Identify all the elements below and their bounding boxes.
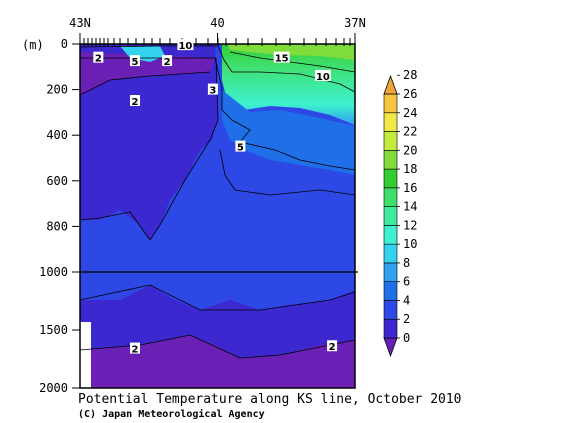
chart-credit: (C) Japan Meteorological Agency <box>78 408 265 420</box>
contour-label-bg <box>235 140 246 152</box>
colorbar-tick-label: 20 <box>403 143 417 157</box>
colorbar-tick-label: 18 <box>403 162 417 176</box>
contour-label: 10 <box>178 41 192 52</box>
x-tick-label: 37N <box>344 16 366 30</box>
field-0to2-north-top <box>80 52 215 95</box>
colorbar-tick-label: 22 <box>403 125 417 139</box>
colorbar-tick-label: 24 <box>403 106 417 120</box>
colorbar-min-triangle <box>383 337 398 358</box>
colorbar-band <box>383 206 398 226</box>
colorbar-band <box>383 93 398 114</box>
contour-label-bg <box>177 39 194 51</box>
colorbar-tick-label: 28 <box>403 68 417 82</box>
field-0to2-deep <box>80 335 355 388</box>
colorbar-max-triangle <box>383 74 398 95</box>
x-tick-label: 43N <box>69 16 91 30</box>
contour-5 <box>80 57 355 171</box>
contour-label-bg <box>93 51 104 63</box>
colorbar-tick-label: 4 <box>403 293 410 307</box>
colorbar-tick-label: 6 <box>403 275 410 289</box>
field-upper-south-6to8 <box>222 90 355 175</box>
contour-3-deep <box>80 284 355 311</box>
colorbar-band <box>383 150 398 170</box>
contour-label-bg <box>314 69 331 81</box>
contour-label: 2 <box>164 57 171 68</box>
colorbar-band <box>383 225 398 245</box>
contour-label: 2 <box>132 345 139 356</box>
colorbar-tick-label: 2 <box>403 312 410 326</box>
colorbar-tick-label: 12 <box>403 218 417 232</box>
contour-3 <box>80 57 219 241</box>
colorbar-band <box>383 168 398 189</box>
y-tick-label: 1500 <box>39 323 68 337</box>
contour-label: 10 <box>316 72 330 83</box>
y-axis-ticks: 0 200 400 600 800 1000 1500 2000 <box>39 37 80 395</box>
colorbar-tick-label: 14 <box>403 200 417 214</box>
colorbar-band <box>383 300 398 320</box>
chart-title: Potential Temperature along KS line, Oct… <box>78 392 462 407</box>
contour-labels: 10 15 10 5 2 2 2 3 5 2 2 <box>93 39 338 356</box>
field-warm-south <box>222 44 355 125</box>
contour-label-bg <box>162 55 173 67</box>
colorbar-band <box>383 131 398 151</box>
y-axis-unit: (m) <box>22 38 44 52</box>
y-tick-label: 800 <box>46 219 68 233</box>
colorbar-band <box>383 112 398 132</box>
y-tick-label: 2000 <box>39 381 68 395</box>
contour-label-bg <box>130 55 140 67</box>
colorbar-tick-label: 10 <box>403 237 417 251</box>
contour-2-north <box>80 71 211 96</box>
colorbar-tick-label: 0 <box>403 331 410 345</box>
colorbar-tick-label: 26 <box>403 87 417 101</box>
contour-label: 2 <box>132 97 139 108</box>
colorbar-band <box>383 187 398 207</box>
bottom-gap <box>80 322 91 388</box>
contour-label: 2 <box>95 54 102 65</box>
contour-label-bg <box>130 342 140 354</box>
colorbar-band <box>383 281 398 301</box>
contour-label: 5 <box>132 57 139 68</box>
contour-label-bg <box>130 95 140 106</box>
y-tick-label: 400 <box>46 128 68 142</box>
contour-15 <box>229 51 355 73</box>
x-tick-label: 40 <box>210 16 224 30</box>
field-very-warm-south <box>228 44 355 60</box>
y-tick-label: 1000 <box>39 265 68 279</box>
colorbar-band <box>383 318 398 339</box>
contour-label: 2 <box>329 342 336 353</box>
contour-label: 5 <box>237 143 244 154</box>
x-axis-ticks: 43N 40 37N <box>69 16 366 44</box>
colorbar-band <box>383 262 398 282</box>
contour-label-bg <box>327 340 338 352</box>
contour-label: 15 <box>275 54 289 65</box>
contour-4 <box>219 149 355 196</box>
y-tick-label: 600 <box>46 174 68 188</box>
colorbar-tick-label: 16 <box>403 181 417 195</box>
y-tick-label: 200 <box>46 83 68 97</box>
colorbar-tick-label: 8 <box>403 256 410 270</box>
station-ticks <box>83 38 351 46</box>
contour-label-bg <box>273 51 290 63</box>
colorbar-band <box>383 243 398 264</box>
contour-lines <box>80 45 355 359</box>
contour-label: 3 <box>209 86 216 97</box>
contour-label-bg <box>207 83 218 95</box>
y-tick-label: 0 <box>61 37 68 51</box>
field-2to4-north <box>80 44 218 240</box>
